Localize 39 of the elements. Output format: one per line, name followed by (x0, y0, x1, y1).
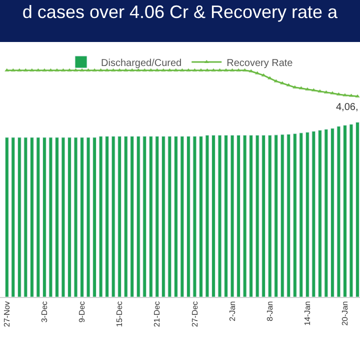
x-tick-label: 2-Jan (228, 301, 237, 322)
chart-title: d cases over 4.06 Cr & Recovery rate a (22, 2, 339, 22)
point (36, 68, 40, 72)
legend-label: Discharged/Cured (101, 58, 182, 69)
point (286, 83, 291, 86)
x-tick-label: 21-Dec (152, 301, 162, 327)
point (17, 68, 22, 72)
point (355, 94, 360, 98)
point (305, 87, 310, 90)
point (311, 88, 316, 92)
point (80, 68, 84, 72)
point (23, 68, 28, 72)
point (54, 68, 60, 72)
x-tick-label: 8-Jan (265, 301, 274, 322)
annotation: 4,06, (336, 102, 358, 113)
point (67, 68, 72, 72)
point (211, 68, 216, 72)
point (261, 73, 266, 76)
point (198, 68, 204, 72)
x-tick-label: 15-Dec (115, 301, 124, 327)
point (30, 68, 34, 72)
point (42, 68, 47, 72)
point (342, 93, 348, 96)
point (224, 68, 228, 72)
point (92, 68, 97, 72)
point (324, 90, 328, 94)
x-tick-label: 3-Dec (40, 301, 50, 323)
x-tick-label: 20-Jan (340, 301, 350, 326)
point (292, 85, 298, 88)
x-tick-label: 9-Dec (78, 301, 87, 323)
x-tick-label: 14-Jan (303, 301, 312, 326)
x-tick-label: 27-Nov (2, 301, 12, 327)
legend-label: Recovery Rate (226, 58, 294, 69)
point (186, 68, 191, 72)
x-tick-label: 27-Dec (190, 301, 200, 327)
point (180, 68, 184, 72)
point (318, 89, 322, 92)
point (4, 68, 10, 72)
point (10, 68, 16, 72)
